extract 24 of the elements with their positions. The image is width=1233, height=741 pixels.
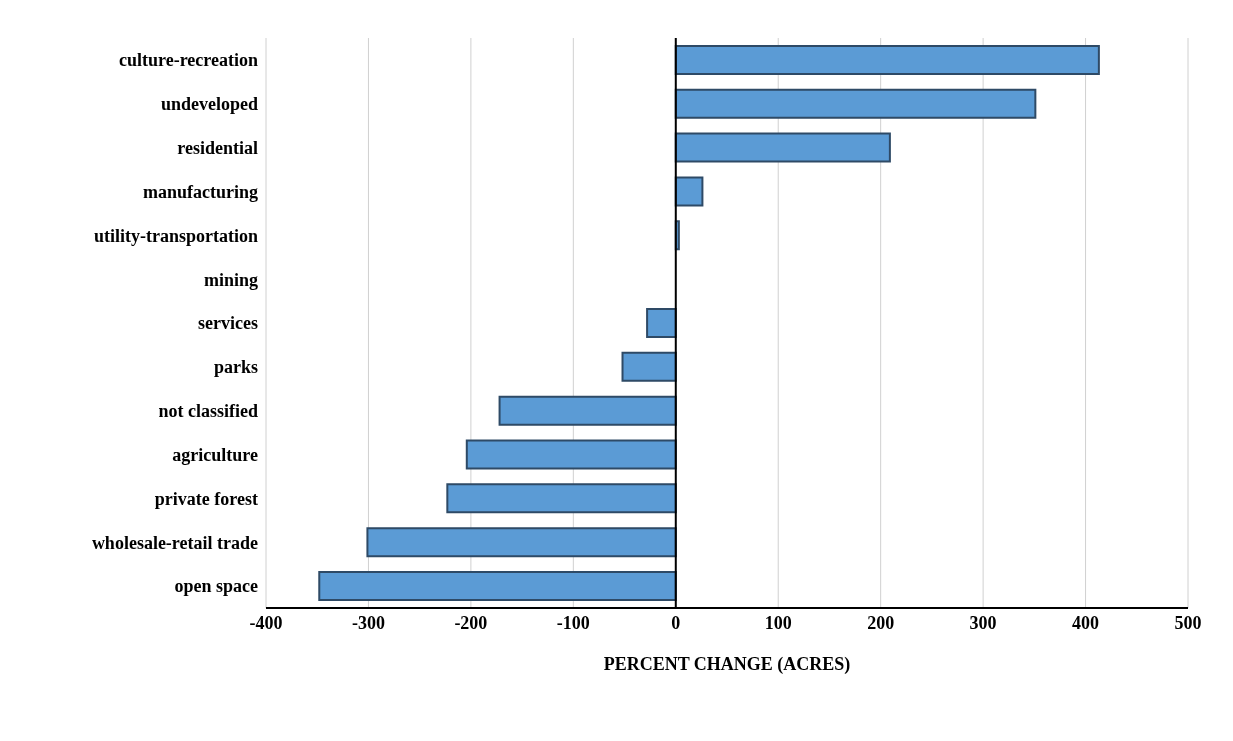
y-tick-label: utility-transportation: [94, 225, 258, 246]
x-tick-label: -300: [351, 612, 385, 633]
x-axis-title: PERCENT CHANGE (ACRES): [603, 654, 851, 675]
y-tick-label: open space: [174, 576, 258, 597]
x-tick-label: 200: [867, 612, 895, 633]
y-tick-label: manufacturing: [142, 181, 258, 202]
x-tick-label: 300: [969, 612, 997, 633]
x-tick-label: 100: [764, 612, 792, 633]
y-tick-label: not classified: [158, 401, 258, 422]
x-tick-label: 500: [1174, 612, 1202, 633]
x-tick-label: -200: [454, 612, 488, 633]
y-tick-label: parks: [213, 357, 258, 378]
x-tick-label: -100: [556, 612, 590, 633]
x-tick-label: 400: [1072, 612, 1100, 633]
y-tick-label: culture-recreation: [119, 50, 258, 71]
y-tick-label: mining: [203, 269, 258, 290]
y-tick-label: services: [198, 313, 258, 334]
y-tick-label: private forest: [154, 488, 258, 509]
y-tick-label: residential: [177, 138, 258, 159]
y-tick-label: undeveloped: [160, 94, 258, 115]
y-tick-label: agriculture: [172, 444, 258, 465]
x-tick-label: -400: [249, 612, 283, 633]
x-tick-label: 0: [671, 612, 681, 633]
y-tick-label: wholesale-retail trade: [91, 532, 259, 553]
